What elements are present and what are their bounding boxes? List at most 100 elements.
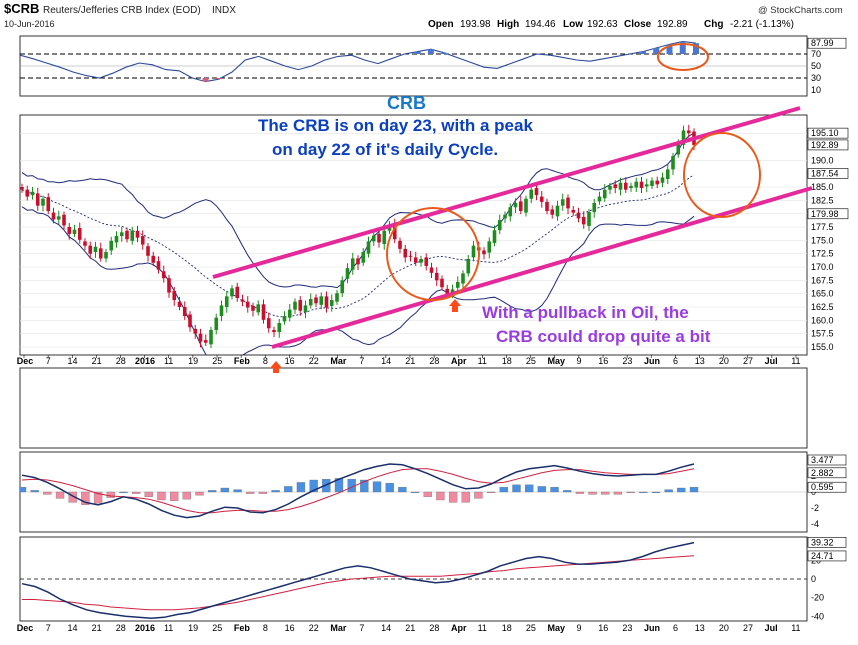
rsi-last-badge: [807, 37, 847, 49]
candle-body: [72, 229, 77, 234]
ohlc-line: Open 193.98 High 194.46 Low 192.63 Close…: [428, 19, 794, 30]
price-tick-label: 160.0: [811, 315, 834, 325]
empty-panel-frame: [19, 367, 808, 449]
macd-histogram-bar: [119, 491, 128, 493]
macd-histogram-bar: [106, 491, 115, 498]
macd-histogram-bar: [20, 487, 27, 493]
price-axis: 195.0190.0185.0182.5180.0177.5175.0172.5…: [807, 127, 849, 352]
date-tick-label: 27: [743, 356, 753, 366]
macd-tick-label: -2: [811, 503, 819, 513]
bottom-value-badge: [807, 537, 847, 548]
date-tick-label: 19: [188, 623, 198, 633]
candle-body: [77, 228, 82, 240]
bottom-tick-label: -20: [811, 593, 824, 603]
candle-body: [83, 241, 87, 246]
macd-histogram-bar: [220, 487, 230, 493]
candle-body: [335, 293, 339, 302]
candle-body: [119, 232, 124, 237]
macd-histogram-bar: [689, 487, 699, 493]
macd-histogram-bar: [334, 478, 344, 493]
date-tick-label: 20: [719, 356, 729, 366]
cycle-low-arrow-apr: [449, 299, 461, 312]
macd-histogram-bar: [258, 491, 268, 494]
lower-band-value-badge: [807, 208, 849, 220]
candle-body: [266, 318, 271, 329]
macd-histogram-bar: [436, 491, 445, 501]
candle-body: [419, 259, 423, 263]
candle-body: [613, 184, 618, 189]
candle-body: [172, 291, 177, 301]
date-tick-label: 21: [405, 623, 415, 633]
date-tick-label: 14: [381, 356, 391, 366]
candle-body: [209, 329, 213, 345]
date-tick-label: Jul: [765, 356, 778, 366]
macd-histogram-bar: [144, 491, 153, 497]
candle-body: [545, 201, 549, 211]
date-tick-label: 28: [429, 623, 439, 633]
candle-body: [592, 203, 597, 213]
cycle-low-arrow-feb: [270, 361, 282, 373]
watermark: @ StockCharts.com: [758, 5, 843, 16]
candle-body: [382, 230, 387, 245]
candle-body: [114, 236, 119, 243]
histogram-value: 0.595: [811, 482, 834, 492]
date-tick-label: 23: [622, 356, 632, 366]
candle-body: [104, 252, 108, 259]
price-tick-label: 155.0: [811, 342, 834, 352]
candle-body: [303, 305, 308, 313]
candle-body: [35, 193, 40, 206]
bottom-value-label: 24.71: [811, 551, 834, 561]
macd-histogram-bar: [512, 484, 521, 493]
bottom-tick-label: -40: [811, 611, 824, 621]
candle-body: [450, 289, 455, 294]
date-tick-label: Apr: [451, 623, 467, 633]
candle-body: [655, 180, 660, 185]
candle-body: [534, 188, 539, 195]
candle-body: [686, 130, 691, 134]
macd-histogram-bar: [284, 486, 293, 493]
macd-histogram-bar: [499, 487, 508, 493]
date-tick-label: Dec: [17, 623, 34, 633]
candle-body: [345, 268, 350, 279]
candle-body: [487, 241, 492, 253]
date-tick-label: Mar: [330, 356, 347, 366]
date-tick-label: 25: [212, 623, 222, 633]
middle-band-value-badge: [807, 168, 849, 179]
candle-body: [193, 328, 198, 334]
candle-body: [219, 305, 224, 317]
macd-value: 3.477: [811, 455, 834, 465]
candle-body: [403, 248, 408, 258]
macd-histogram-bar: [626, 491, 635, 493]
date-tick-label: 8: [263, 623, 268, 633]
date-tick-label: 28: [116, 623, 126, 633]
date-tick-label: 11: [791, 356, 800, 366]
candle-body: [261, 304, 266, 320]
price-tick-label: 167.5: [811, 275, 834, 285]
candle-body: [88, 245, 93, 254]
candle-body: [503, 214, 507, 219]
macd-value-badge: [807, 454, 847, 466]
macd-histogram-bar: [575, 491, 585, 494]
date-tick-label: 28: [116, 356, 126, 366]
macd-histogram-bar: [81, 491, 90, 505]
candle-body: [466, 259, 471, 274]
candle-body: [51, 212, 56, 220]
signal-value-badge: [807, 467, 847, 479]
date-tick-label: 7: [46, 623, 51, 633]
candle-body: [676, 143, 681, 155]
date-tick-label: 25: [526, 623, 536, 633]
macd-histogram-bar: [410, 491, 420, 493]
date-tick-label: 21: [405, 356, 415, 366]
macd-histogram-bar: [43, 491, 52, 495]
macd-histogram-bar: [461, 491, 470, 503]
candle-body: [214, 317, 219, 330]
candle-body: [230, 288, 234, 297]
date-tick-label: 7: [359, 356, 364, 366]
candle-body: [140, 236, 145, 245]
candle-body: [482, 250, 486, 255]
date-tick-label: 9: [576, 356, 581, 366]
date-tick-label: 28: [429, 356, 439, 366]
candle-body: [639, 181, 644, 189]
candle-body: [608, 185, 612, 190]
